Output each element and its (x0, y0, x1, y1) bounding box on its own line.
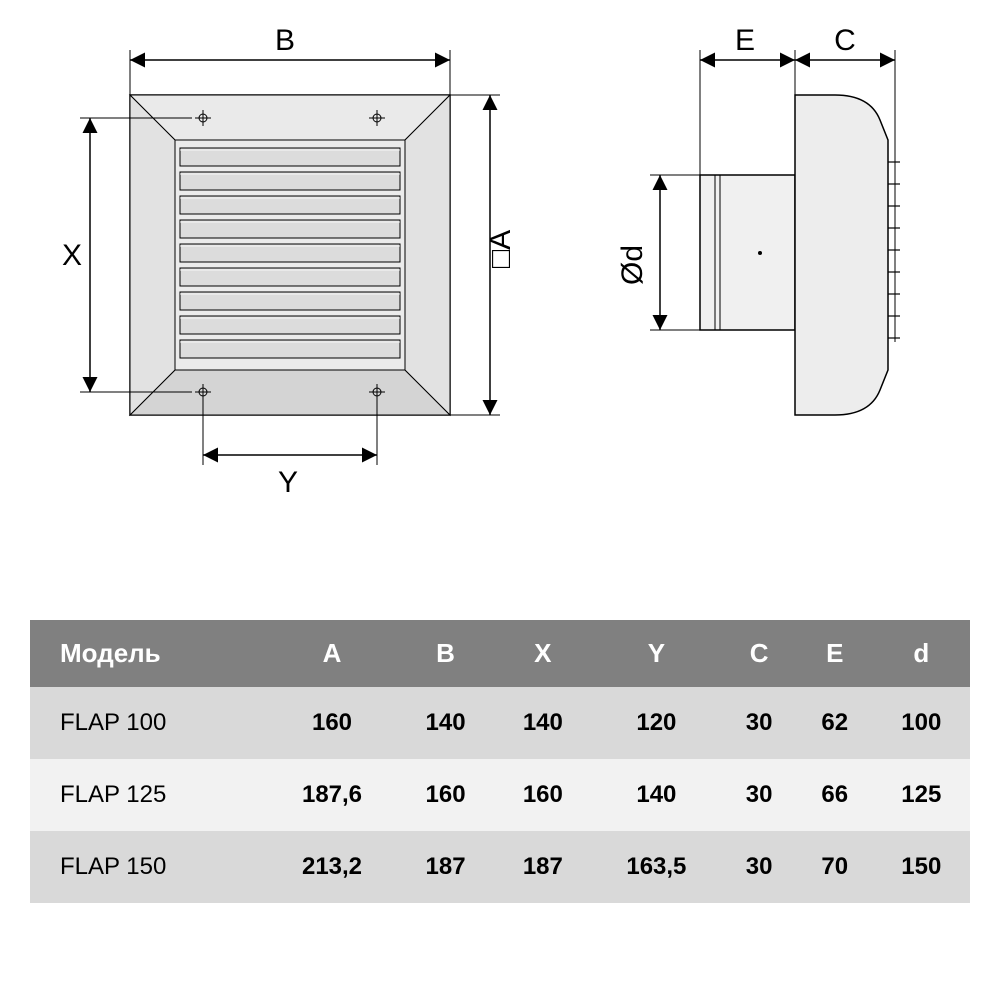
dim-B: B (130, 24, 450, 95)
label-d: Ød (616, 245, 649, 285)
dim-A: □A (450, 95, 517, 415)
table-row: FLAP 150 213,2 187 187 163,5 30 70 150 (30, 831, 970, 903)
label-Y: Y (278, 466, 298, 499)
label-B: B (275, 24, 295, 57)
col-B: B (397, 620, 494, 687)
col-E: E (797, 620, 873, 687)
dim-d: Ød (616, 175, 700, 330)
label-C: C (834, 24, 856, 57)
col-model: Модель (30, 620, 267, 687)
table-row: FLAP 125 187,6 160 160 140 30 66 125 (30, 759, 970, 831)
dim-E: E (700, 24, 795, 175)
col-d: d (873, 620, 970, 687)
col-Y: Y (592, 620, 722, 687)
label-E: E (735, 24, 755, 57)
table-header-row: Модель A B X Y C E d (30, 620, 970, 687)
svg-text:□A: □A (484, 230, 517, 268)
side-view (700, 95, 900, 415)
col-X: X (494, 620, 591, 687)
technical-diagram: B X □A Y (0, 0, 1000, 580)
dimension-table: Модель A B X Y C E d FLAP 100 160 140 14… (30, 620, 970, 903)
col-C: C (721, 620, 797, 687)
label-X: X (62, 239, 82, 272)
table-row: FLAP 100 160 140 140 120 30 62 100 (30, 687, 970, 759)
front-view (130, 95, 450, 415)
label-A: A (484, 230, 517, 250)
col-A: A (267, 620, 397, 687)
